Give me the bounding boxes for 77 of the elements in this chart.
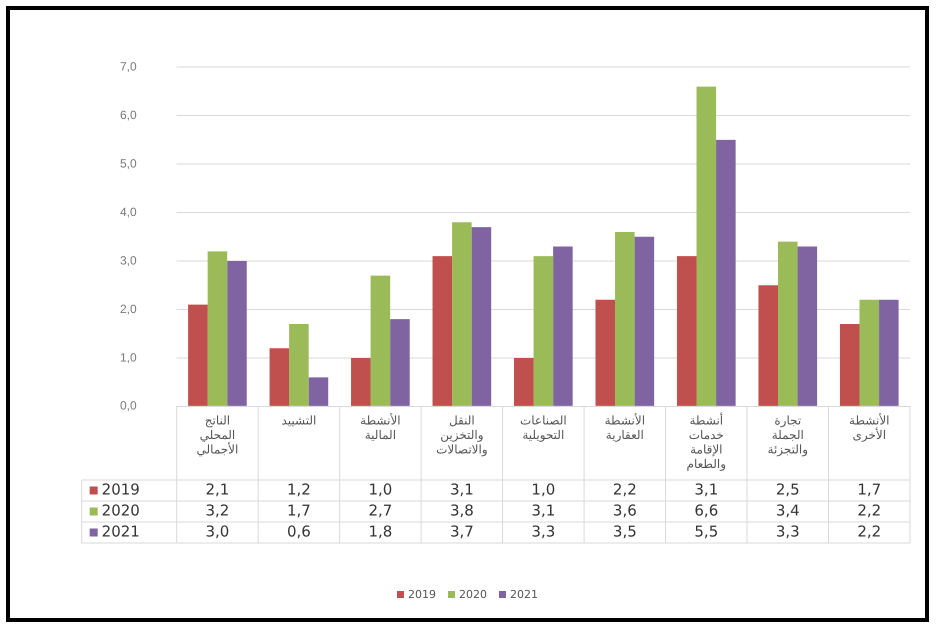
x-tick-label: الصناعات التحويلية bbox=[520, 414, 567, 442]
data-label: 1,7 bbox=[286, 501, 311, 520]
bar bbox=[514, 358, 534, 406]
y-tick-label: 2,0 bbox=[120, 302, 137, 316]
bar bbox=[634, 236, 654, 406]
bar bbox=[879, 300, 899, 406]
bar bbox=[778, 242, 798, 406]
data-label: 6,6 bbox=[694, 501, 718, 520]
data-label: 3,1 bbox=[694, 480, 718, 498]
text: 2020 bbox=[459, 588, 487, 601]
bar bbox=[370, 276, 390, 406]
x-tick-label: الأنشطة المالية bbox=[360, 412, 401, 442]
y-tick-label: 6,0 bbox=[120, 108, 137, 122]
y-tick-label: 1,0 bbox=[120, 350, 137, 364]
bar bbox=[289, 324, 309, 406]
bar bbox=[696, 86, 716, 406]
bar bbox=[553, 246, 573, 406]
bar bbox=[615, 232, 635, 406]
bar bbox=[208, 251, 228, 406]
data-label: 3,4 bbox=[776, 501, 800, 520]
data-label: 5,5 bbox=[694, 522, 718, 540]
data-label: 1,0 bbox=[531, 480, 556, 498]
bar bbox=[676, 256, 697, 406]
data-label: 3,7 bbox=[450, 522, 474, 540]
data-label: 2,1 bbox=[205, 480, 230, 498]
x-tick-label: التشييد bbox=[281, 414, 316, 428]
data-label: 1,2 bbox=[286, 480, 311, 498]
bar bbox=[351, 358, 371, 406]
data-label: 3,8 bbox=[450, 501, 474, 520]
x-tick-label: الناتج المحلي الأجمالي bbox=[196, 414, 238, 457]
data-label: 2,7 bbox=[368, 501, 392, 520]
bar bbox=[534, 256, 554, 406]
text: 2019 bbox=[408, 588, 436, 601]
y-tick-label: 3,0 bbox=[120, 253, 137, 268]
x-tick-label: الأنشطة الأخرى bbox=[849, 412, 890, 442]
x-tick-label: النقل والتخزين والاتصالات bbox=[436, 414, 488, 457]
bar bbox=[595, 300, 616, 406]
bar bbox=[308, 377, 328, 406]
bar bbox=[840, 324, 860, 406]
legend-label: 2019 bbox=[102, 480, 140, 498]
legend-label: 2021 bbox=[102, 522, 140, 540]
data-label: 2,2 bbox=[612, 480, 637, 498]
y-tick-label: 5,0 bbox=[120, 156, 137, 170]
bar bbox=[859, 300, 880, 406]
data-label: 3,6 bbox=[612, 501, 637, 520]
x-tick-label: الأنشطة العقارية bbox=[604, 412, 646, 442]
data-label: 2,5 bbox=[776, 480, 800, 498]
data-label: 3,3 bbox=[776, 522, 800, 540]
data-label: 3,3 bbox=[531, 522, 556, 540]
bar bbox=[452, 222, 472, 406]
bar bbox=[188, 304, 208, 406]
data-label: 3,1 bbox=[531, 501, 556, 520]
y-tick-label: 0,0 bbox=[120, 398, 137, 413]
data-label: 0,6 bbox=[286, 522, 311, 540]
data-label: 2,2 bbox=[857, 501, 882, 520]
x-tick-label: تجارة الجملة والتجزئة bbox=[768, 414, 808, 457]
bar bbox=[432, 256, 452, 406]
bar bbox=[227, 261, 247, 406]
y-tick-label: 7,0 bbox=[120, 60, 137, 74]
data-label: 3,5 bbox=[612, 522, 637, 540]
data-label: 1,7 bbox=[857, 480, 882, 498]
bar bbox=[270, 348, 290, 406]
bar bbox=[758, 285, 778, 406]
bar bbox=[716, 140, 736, 406]
data-label: 1,0 bbox=[368, 480, 392, 498]
y-tick-label: 4,0 bbox=[120, 204, 137, 219]
bar bbox=[472, 227, 492, 406]
text: 2021 bbox=[510, 588, 538, 601]
data-label: 3,0 bbox=[205, 522, 230, 540]
data-label: 2,2 bbox=[857, 522, 882, 540]
data-label: 3,1 bbox=[450, 480, 474, 498]
x-tick-label: أنشطة خدمات الإقامة والطعام bbox=[686, 412, 726, 471]
bar bbox=[390, 319, 410, 406]
data-label: 3,2 bbox=[205, 501, 230, 520]
bar bbox=[798, 246, 818, 406]
legend-label: 2020 bbox=[102, 501, 140, 520]
data-label: 1,8 bbox=[368, 522, 392, 540]
